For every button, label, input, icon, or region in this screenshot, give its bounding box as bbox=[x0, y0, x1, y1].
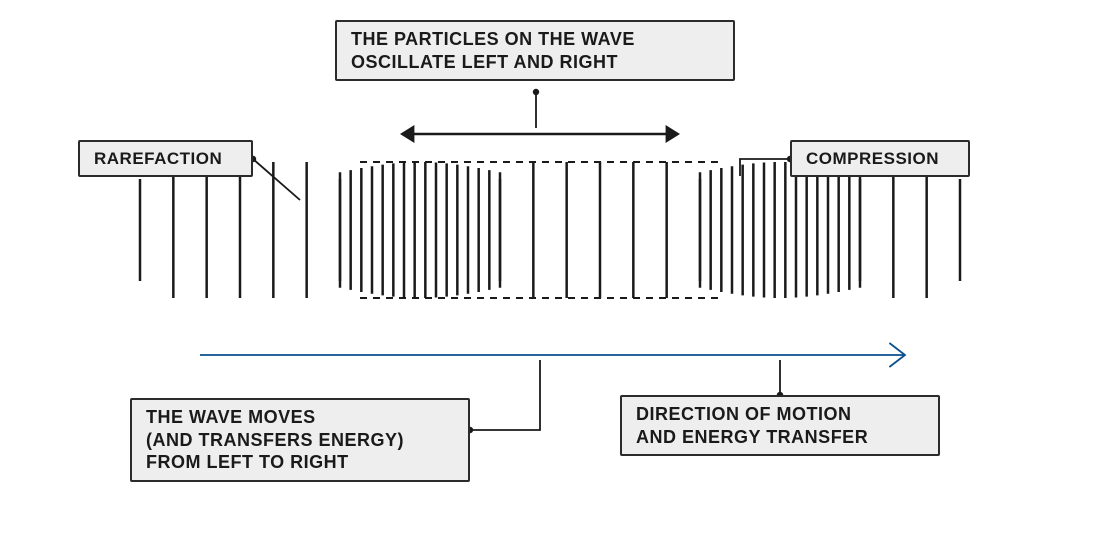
label-particle-oscillation: THE PARTICLES ON THE WAVE OSCILLATE LEFT… bbox=[335, 20, 735, 81]
label-wave-moves: THE WAVE MOVES (AND TRANSFERS ENERGY) FR… bbox=[130, 398, 470, 482]
label-direction: DIRECTION OF MOTION AND ENERGY TRANSFER bbox=[620, 395, 940, 456]
oscillation-arrow bbox=[400, 125, 680, 143]
label-compression: COMPRESSION bbox=[790, 140, 970, 177]
label-line: (AND TRANSFERS ENERGY) bbox=[146, 430, 404, 450]
longitudinal-wave bbox=[140, 162, 960, 298]
label-line: THE WAVE MOVES bbox=[146, 407, 316, 427]
label-text: RAREFACTION bbox=[94, 149, 222, 168]
label-line: DIRECTION OF MOTION bbox=[636, 404, 852, 424]
label-line: FROM LEFT TO RIGHT bbox=[146, 452, 349, 472]
label-text: COMPRESSION bbox=[806, 149, 939, 168]
direction-arrow bbox=[200, 343, 905, 367]
label-line: THE PARTICLES ON THE WAVE bbox=[351, 29, 635, 49]
diagram-stage: THE PARTICLES ON THE WAVE OSCILLATE LEFT… bbox=[0, 0, 1100, 537]
label-rarefaction: RAREFACTION bbox=[78, 140, 253, 177]
label-line: AND ENERGY TRANSFER bbox=[636, 427, 868, 447]
label-line: OSCILLATE LEFT AND RIGHT bbox=[351, 52, 618, 72]
